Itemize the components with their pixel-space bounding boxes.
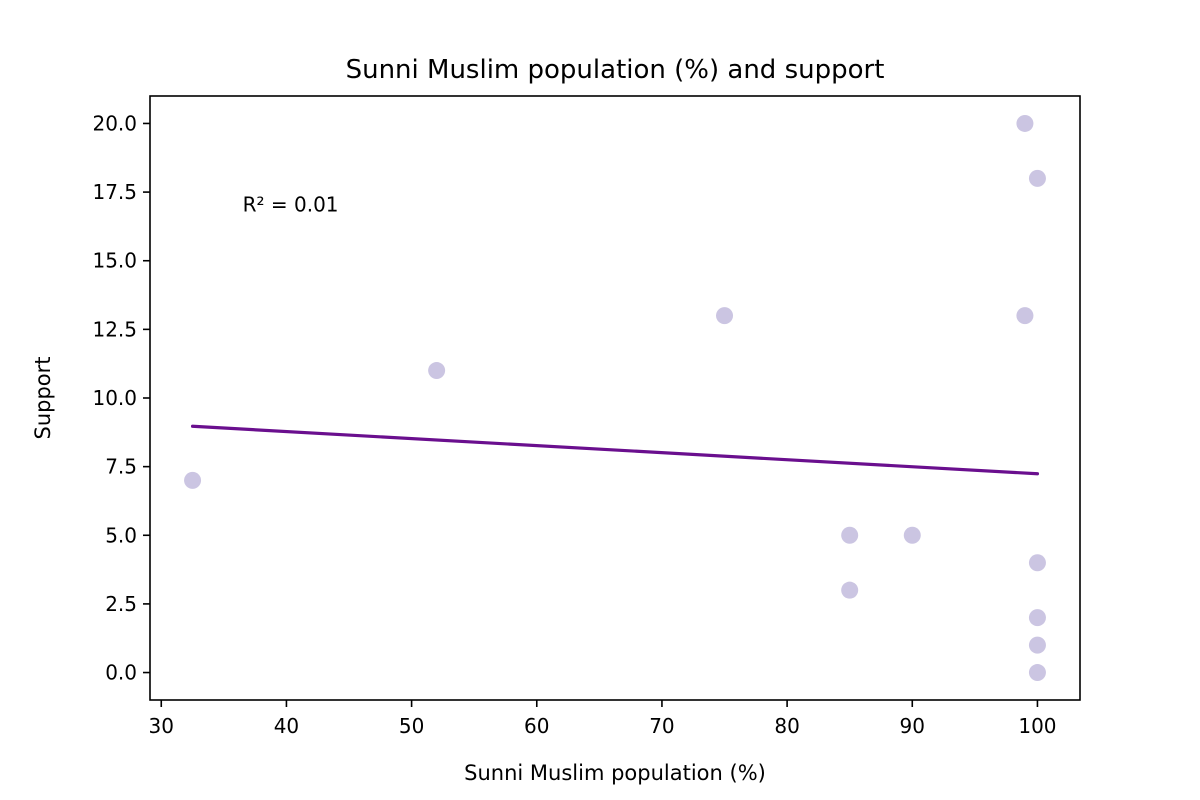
r-squared-annotation: R² = 0.01	[243, 192, 339, 216]
scatter-point-2	[716, 307, 734, 325]
y-tick-label-4: 10.0	[92, 386, 137, 410]
scatter-point-10	[1028, 609, 1046, 627]
scatter-point-5	[903, 526, 921, 544]
scatter-point-3	[841, 526, 859, 544]
trend-line	[190, 424, 1040, 476]
scatter-point-8	[1028, 169, 1046, 187]
scatter-point-0	[184, 471, 202, 489]
x-tick-label-1: 40	[274, 714, 299, 738]
y-tick-label-2: 5.0	[105, 523, 137, 547]
y-tick-label-8: 20.0	[92, 111, 137, 135]
x-tick-label-5: 80	[774, 714, 799, 738]
x-tick-label-3: 60	[524, 714, 549, 738]
scatter-point-9	[1028, 554, 1046, 572]
x-tick-label-6: 90	[900, 714, 925, 738]
plot-frame	[149, 95, 1081, 701]
x-tick-label-0: 30	[149, 714, 174, 738]
scatter-point-6	[1016, 114, 1034, 132]
scatter-point-4	[841, 581, 859, 599]
y-tick-label-1: 2.5	[105, 592, 137, 616]
marks-layer	[184, 114, 1046, 682]
scatter-point-7	[1016, 307, 1034, 325]
axes-layer	[149, 95, 1081, 701]
y-tick-label-3: 7.5	[105, 455, 137, 479]
x-tick-label-2: 50	[399, 714, 424, 738]
y-axis-label: Support	[31, 356, 55, 439]
scatter-point-12	[1028, 664, 1046, 682]
y-tick-label-0: 0.0	[105, 661, 137, 685]
x-axis-label: Sunni Muslim population (%)	[464, 761, 766, 785]
chart-title: Sunni Muslim population (%) and support	[346, 55, 885, 85]
x-tick-label-7: 100	[1018, 714, 1056, 738]
ticks-layer: 30 40 50 60 70 80 90 100 0.0 2.5 5.0 7.5 10.0 12.5 15.…	[92, 111, 1056, 738]
x-tick-label-4: 70	[649, 714, 674, 738]
y-tick-label-7: 17.5	[92, 180, 137, 204]
scatter-point-11	[1028, 636, 1046, 654]
scatter-point-1	[428, 362, 446, 380]
y-tick-label-5: 12.5	[92, 317, 137, 341]
y-tick-label-6: 15.0	[92, 249, 137, 273]
